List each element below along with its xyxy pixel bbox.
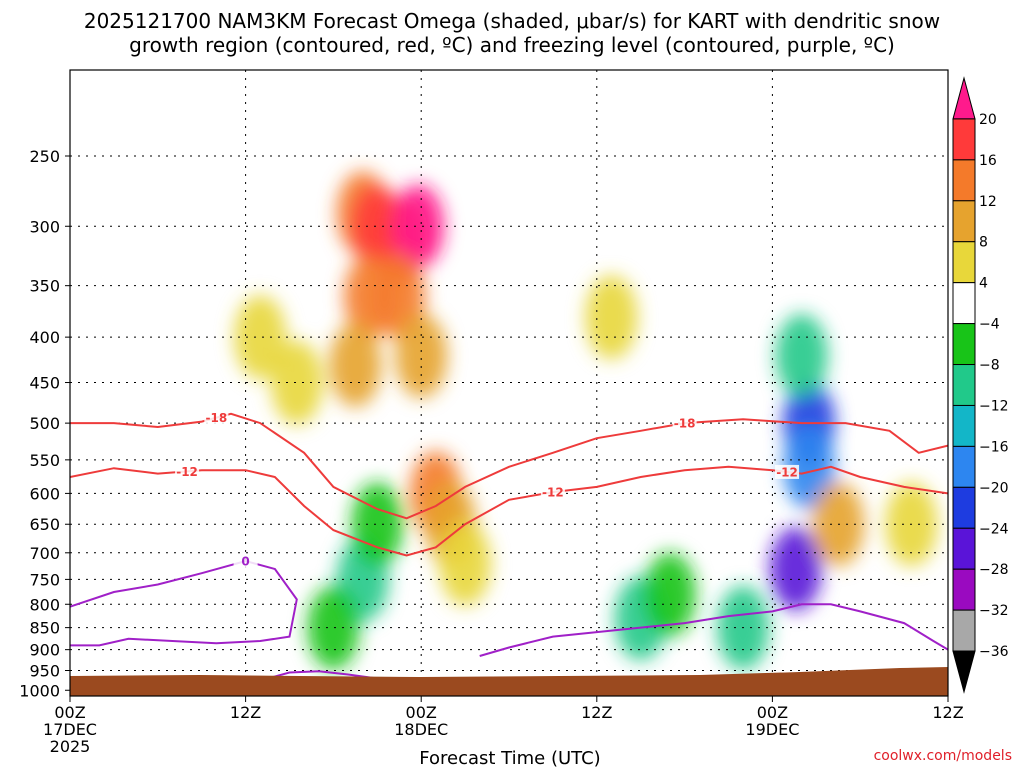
omega-cell-6: [329, 323, 382, 408]
colorbar-swatch-4: [952, 241, 976, 284]
contour-label: -12: [176, 465, 198, 479]
plot-area: -18 -18 -12 -12 -12 0: [70, 70, 948, 696]
colorbar-swatch-6: [952, 323, 976, 366]
omega-cell-21: [782, 424, 835, 509]
x-axis-label: Forecast Time (UTC): [419, 748, 600, 768]
colorbar-label-12: −32: [979, 603, 1009, 619]
ytick-label-450: 450: [29, 374, 60, 393]
omega-cell-5: [343, 254, 396, 339]
omega-shading: [234, 171, 938, 670]
colorbar-top-arrow: [952, 76, 976, 120]
contour-2: [70, 559, 298, 647]
colorbar-swatch-8: [952, 404, 976, 447]
colorbar-label-3: 8: [979, 235, 988, 251]
colorbar-label-9: −20: [979, 480, 1009, 496]
ytick-label-350: 350: [29, 277, 60, 296]
colorbar-swatch-3: [952, 200, 976, 243]
contour-1: [70, 465, 948, 557]
colorbar-label-13: −36: [979, 644, 1009, 660]
ytick-label-900: 900: [29, 641, 60, 660]
contour-label-bg: [672, 416, 697, 431]
ytick-label-850: 850: [29, 619, 60, 638]
colorbar-swatch-12: [952, 568, 976, 611]
colorbar-swatch-11: [952, 527, 976, 570]
ytick-label-700: 700: [29, 544, 60, 563]
omega-cell-10: [439, 521, 492, 606]
colorbar-label-4: 4: [979, 276, 988, 292]
xtick-label-12-0: 12Z: [230, 703, 261, 722]
colorbar-bottom-arrow: [952, 650, 976, 694]
ytick-label-250: 250: [29, 147, 60, 166]
xtick-label-0-0: 00Z: [54, 703, 85, 722]
ytick-label-500: 500: [29, 414, 60, 433]
ytick-label-550: 550: [29, 451, 60, 470]
xtick-label-0-2: 2025: [50, 737, 91, 756]
colorbar-swatch-10: [952, 486, 976, 529]
colorbar-label-2: 12: [979, 194, 997, 210]
xtick-label-24-0: 00Z: [406, 703, 437, 722]
ytick-label-750: 750: [29, 570, 60, 589]
ytick-label-1000: 1000: [19, 681, 60, 700]
contour-label-bg: [775, 464, 800, 479]
omega-cell-12: [270, 340, 323, 425]
xtick-label-0-1: 17DEC: [43, 720, 97, 739]
contour-label-bg: [204, 410, 229, 425]
colorbar-label-1: 16: [979, 153, 997, 169]
colorbar-swatch-5: [952, 282, 976, 325]
colorbar-label-8: −16: [979, 439, 1009, 455]
colorbar-swatch-1: [952, 118, 976, 161]
omega-blobs: [234, 171, 938, 670]
colorbar: 20 16 12 8 4 −4 −8 −12 −16 −20 −24 −28 −32 −36: [952, 76, 1009, 694]
colorbar-swatch-7: [952, 364, 976, 406]
omega-cell-18: [643, 552, 696, 637]
xtick-label-60-0: 12Z: [932, 703, 963, 722]
contour-label: -18: [674, 417, 696, 431]
omega-cell-13: [585, 275, 638, 360]
colorbar-swatch-13: [952, 609, 976, 652]
ytick-label-650: 650: [29, 515, 60, 534]
y-axis: 250 300 350 400 450 500 550 600 650 700 750 800 850 9…: [19, 147, 70, 700]
colorbar-label-10: −24: [979, 521, 1009, 537]
colorbar-label-11: −28: [979, 562, 1009, 578]
credit-text: coolwx.com/models: [874, 748, 1012, 764]
colorbar-swatch-2: [952, 159, 976, 202]
omega-cell-22: [769, 526, 822, 611]
xtick-label-36-0: 12Z: [581, 703, 612, 722]
ytick-label-800: 800: [29, 595, 60, 614]
ytick-label-300: 300: [29, 217, 60, 236]
colorbar-label-6: −8: [979, 358, 1000, 374]
xtick-label-24-1: 18DEC: [394, 720, 448, 739]
title-line-2: growth region (contoured, red, ºC) and f…: [129, 33, 895, 57]
xtick-label-48-1: 19DEC: [745, 720, 799, 739]
contour-label: -12: [776, 465, 798, 479]
omega-cell-7: [395, 313, 448, 398]
omega-cell-23: [775, 313, 828, 398]
contour-label: -18: [205, 411, 227, 425]
omega-cell-11: [234, 295, 287, 380]
contour-label: -12: [542, 486, 564, 500]
colorbar-label-7: −12: [979, 398, 1009, 414]
terrain-ground: [70, 667, 948, 696]
contour-label: 0: [241, 554, 249, 568]
contour-label-bg: [540, 485, 565, 500]
ytick-label-950: 950: [29, 661, 60, 680]
colorbar-label-0: 20: [979, 112, 997, 128]
omega-cell-3: [392, 184, 445, 269]
xtick-label-48-0: 00Z: [757, 703, 788, 722]
title-line-1: 2025121700 NAM3KM Forecast Omega (shaded…: [84, 9, 940, 33]
omega-cell-16: [307, 585, 360, 670]
contour-label-bg: [233, 553, 258, 568]
colorbar-label-5: −4: [979, 317, 1000, 333]
grid-lines: [70, 70, 948, 696]
contour-label-bg: [175, 464, 200, 479]
ytick-label-400: 400: [29, 328, 60, 347]
contour-4: [479, 603, 948, 657]
ytick-label-600: 600: [29, 484, 60, 503]
colorbar-swatch-9: [952, 445, 976, 488]
